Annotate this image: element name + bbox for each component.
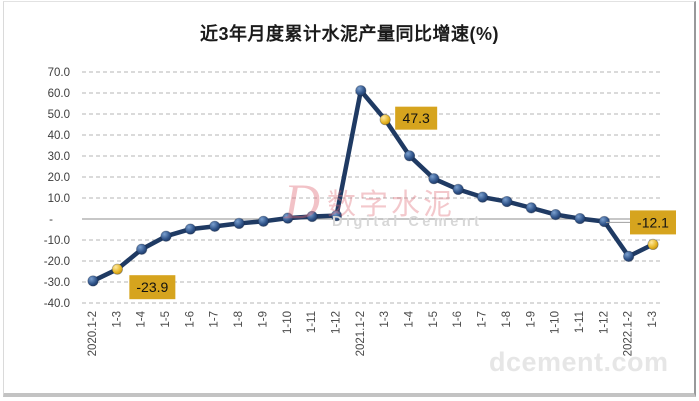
data-point-marker bbox=[501, 195, 513, 208]
x-axis-tick-label: 1-3 bbox=[647, 311, 659, 328]
y-axis-tick-label: -20.0 bbox=[44, 256, 70, 268]
data-point-marker bbox=[623, 250, 635, 262]
x-axis-tick-label: 1-7 bbox=[209, 311, 221, 328]
y-axis-tick-label: 30.0 bbox=[48, 151, 70, 163]
data-point-marker bbox=[403, 150, 416, 162]
data-point-marker bbox=[476, 191, 489, 203]
data-point-marker bbox=[550, 208, 562, 221]
x-axis-tick-label: 1-9 bbox=[257, 311, 269, 328]
data-point-marker bbox=[87, 275, 99, 287]
watermark-english-text: Digital Cement bbox=[332, 214, 483, 230]
y-axis-tick-label: 10.0 bbox=[48, 193, 70, 205]
data-point-marker-highlighted bbox=[111, 263, 123, 275]
y-axis-tick-label: -40.0 bbox=[44, 298, 70, 310]
data-point-marker bbox=[330, 210, 343, 222]
x-axis-tick-label: 1-11 bbox=[306, 311, 318, 333]
x-axis-tick-label: 1-6 bbox=[452, 311, 464, 328]
data-label-box bbox=[129, 275, 176, 300]
data-label-box bbox=[395, 106, 438, 130]
x-axis-tick-label: 1-3 bbox=[379, 311, 391, 328]
y-axis-tick-label: 50.0 bbox=[48, 109, 70, 121]
data-point-marker bbox=[160, 230, 172, 242]
data-label-box bbox=[630, 210, 676, 235]
x-axis-tick-label: 2021.1-2 bbox=[355, 311, 367, 356]
data-point-marker bbox=[598, 215, 610, 228]
x-axis-tick-label: 1-5 bbox=[428, 311, 440, 328]
data-point-marker bbox=[209, 220, 221, 232]
data-point-marker bbox=[136, 243, 148, 255]
data-point-marker bbox=[306, 210, 318, 223]
x-axis-tick-label: 1-12 bbox=[598, 311, 610, 334]
data-point-marker-highlighted bbox=[379, 114, 391, 126]
x-axis-tick-label: 1-6 bbox=[184, 311, 196, 328]
x-axis-tick-label: 1-11 bbox=[574, 311, 586, 333]
x-axis-tick-label: 1-4 bbox=[404, 310, 416, 327]
data-point-marker bbox=[428, 173, 440, 185]
data-point-marker-highlighted bbox=[647, 238, 659, 251]
x-axis-tick-label: 1-5 bbox=[160, 311, 172, 328]
watermark-logo-d-icon: D bbox=[284, 173, 321, 229]
x-axis-tick-label: 1-3 bbox=[111, 311, 123, 328]
y-axis-tick-label: 40.0 bbox=[48, 130, 70, 142]
x-axis-tick-label: 1-10 bbox=[282, 311, 294, 334]
x-axis-tick-label: 1-4 bbox=[136, 310, 148, 327]
y-axis-tick-label: 60.0 bbox=[48, 88, 70, 100]
data-point-marker bbox=[233, 217, 245, 230]
data-point-marker bbox=[184, 223, 196, 235]
x-axis-tick-label: 1-8 bbox=[501, 311, 513, 328]
y-axis-tick-label: -30.0 bbox=[44, 277, 70, 289]
watermark-chinese-text: 数字水泥 bbox=[327, 189, 456, 221]
x-axis-tick-label: 2022.1-2 bbox=[623, 311, 635, 356]
y-axis-tick-label: 70.0 bbox=[48, 67, 70, 79]
x-axis-tick-label: 1-12 bbox=[330, 311, 342, 334]
y-axis-tick-label: -10.0 bbox=[44, 235, 70, 247]
y-axis-tick-label: - bbox=[49, 214, 53, 226]
data-label-value: 47.3 bbox=[403, 110, 430, 126]
x-axis-tick-label: 1-7 bbox=[477, 311, 489, 328]
data-point-marker bbox=[282, 212, 294, 224]
data-label-value: -12.1 bbox=[637, 214, 669, 230]
x-axis-tick-label: 1-10 bbox=[550, 311, 562, 334]
data-point-marker bbox=[355, 85, 367, 97]
data-label-value: -23.9 bbox=[136, 279, 168, 295]
data-point-marker bbox=[525, 202, 537, 214]
x-axis-tick-label: 1-8 bbox=[233, 311, 245, 328]
x-axis-tick-label: 2020.1-2 bbox=[87, 311, 99, 356]
watermark-site-url: dcement.com bbox=[489, 347, 669, 377]
x-axis-tick-label: 1-9 bbox=[525, 311, 537, 328]
data-point-marker bbox=[257, 215, 270, 227]
chart-title: 近3年月度累计水泥产量同比增速(%) bbox=[199, 24, 499, 44]
y-axis-tick-label: 20.0 bbox=[48, 172, 70, 184]
data-point-marker bbox=[452, 183, 464, 195]
data-point-marker bbox=[574, 212, 586, 225]
